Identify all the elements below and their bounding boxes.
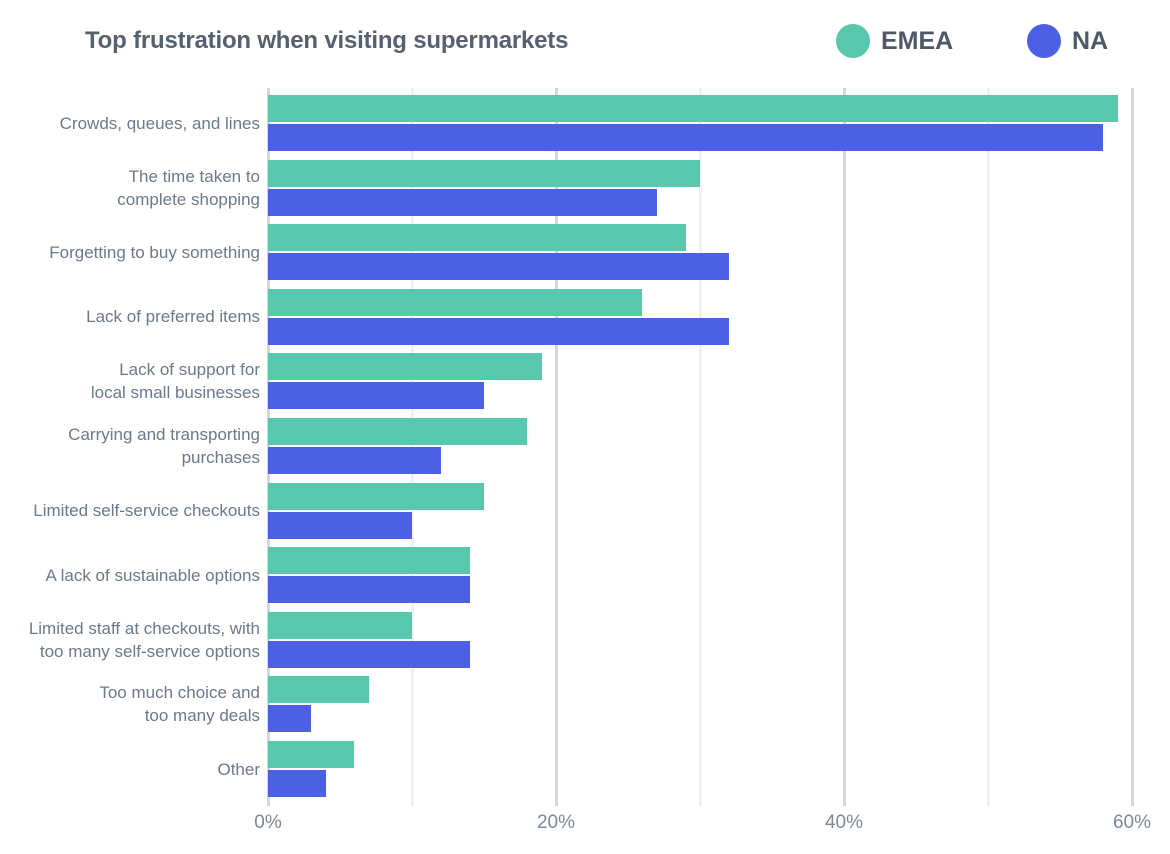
bar-na-row-2 [268, 188, 657, 216]
category-label-row-6: Carrying and transporting purchases [68, 425, 260, 467]
gridline-20pct [554, 88, 558, 806]
bar-emea-row-10 [268, 676, 369, 704]
bar-emea-row-1 [268, 95, 1118, 122]
category-label-row-5: Lack of support for local small business… [90, 360, 260, 403]
bar-emea-row-8 [268, 547, 470, 575]
legend-dot-emea-icon [836, 24, 870, 58]
legend-dot-na-icon [1027, 24, 1061, 58]
gridline-60pct [1130, 88, 1134, 806]
category-label-row-4: Lack of preferred items [86, 307, 260, 327]
category-label-row-1: Crowds, queues, and lines [59, 113, 260, 133]
x-tick-label-40pct: 40% [824, 812, 864, 833]
bar-na-row-1 [268, 124, 1104, 151]
gridline-30pct [698, 88, 702, 806]
bar-emea-row-11 [268, 741, 355, 768]
bar-emea-row-6 [268, 418, 528, 445]
x-tick-label-0pct: 0% [254, 812, 282, 833]
legend-label-emea: EMEA [881, 26, 954, 55]
bar-emea-row-2 [268, 159, 700, 187]
bar-emea-row-5 [268, 353, 542, 381]
bar-na-row-7 [268, 511, 412, 539]
category-label-row-3: Forgetting to buy something [49, 242, 260, 262]
gridline-50pct [986, 88, 990, 806]
bar-emea-row-9 [268, 611, 412, 639]
bar-na-row-4 [268, 317, 729, 345]
category-label-row-9: Limited staff at checkouts, with too man… [28, 618, 260, 661]
bar-na-row-3 [268, 253, 729, 281]
bar-emea-row-4 [268, 288, 643, 316]
legend-label-na: NA [1072, 26, 1109, 55]
bar-na-row-11 [268, 770, 326, 797]
category-label-row-2: The time taken to complete shopping [117, 166, 260, 209]
category-label-row-10: Too much choice and too many deals [99, 683, 260, 726]
x-tick-label-60pct: 60% [1112, 812, 1152, 833]
bar-emea-row-7 [268, 482, 484, 510]
legend-item-na: NA [1027, 24, 1108, 58]
category-label-row-7: Limited self-service checkouts [33, 501, 260, 521]
category-label-row-11: Other [217, 759, 260, 779]
gridline-40pct [842, 88, 846, 806]
bar-na-row-8 [268, 576, 470, 604]
bar-na-row-10 [268, 705, 312, 733]
chart-title: Top frustration when visiting supermarke… [85, 27, 569, 54]
legend-item-emea: EMEA [836, 24, 953, 58]
bar-na-row-9 [268, 640, 470, 668]
bar-na-row-5 [268, 382, 484, 410]
bar-na-row-6 [268, 447, 441, 474]
category-label-row-8: A lack of sustainable options [45, 565, 260, 585]
bar-emea-row-3 [268, 224, 686, 252]
x-tick-label-20pct: 20% [536, 812, 576, 833]
